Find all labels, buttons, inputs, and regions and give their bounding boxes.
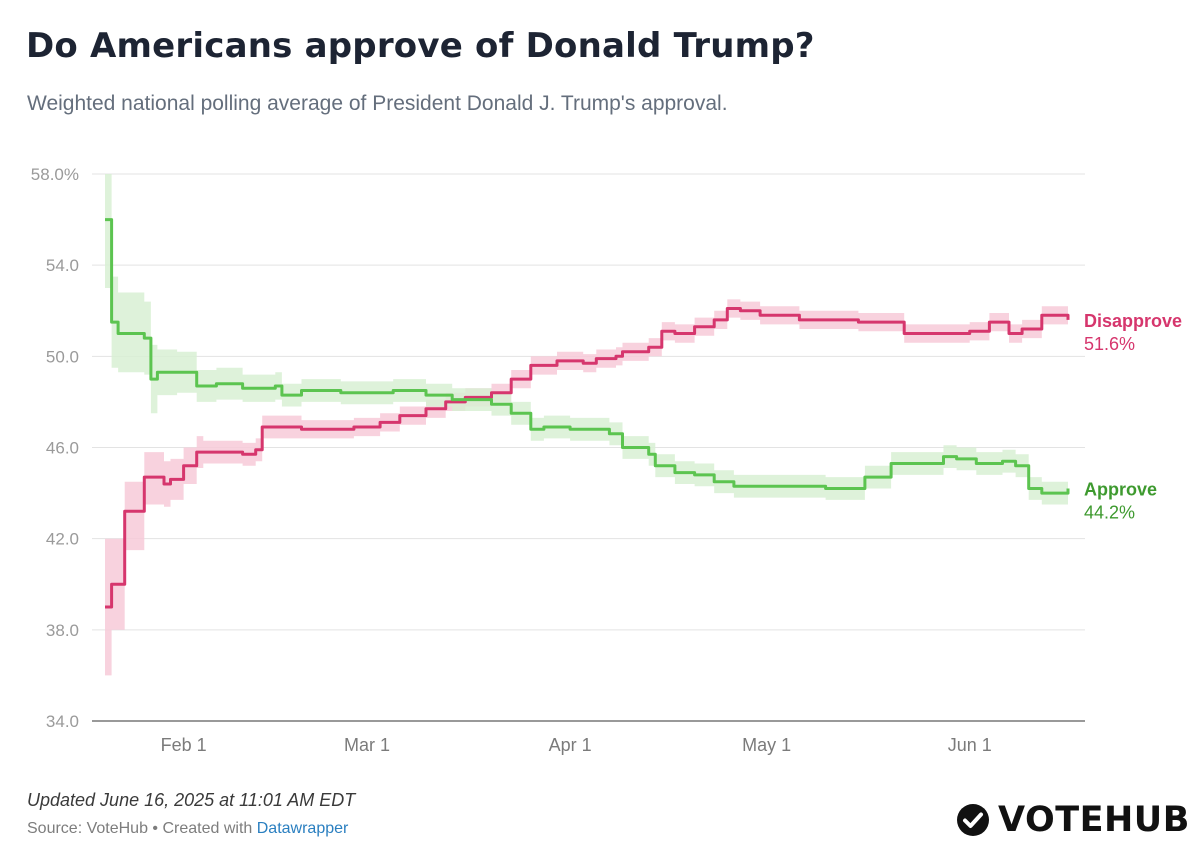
check-circle-icon [957,804,989,836]
y-tick-label: 42.0 [46,530,79,549]
approve-end-value: 44.2% [1084,503,1135,523]
approve-line [105,218,1070,495]
y-tick-label: 46.0 [46,439,79,458]
disapprove-line [105,307,1070,609]
confidence-bands [105,174,1068,676]
datawrapper-link[interactable]: Datawrapper [256,820,349,837]
x-tick-label: Mar 1 [344,735,390,755]
votehub-logo: VOTEHUB [956,800,1190,840]
brand-name: VOTEHUB [998,800,1190,840]
disapprove-band [105,299,1068,676]
disapprove-end-value: 51.6% [1084,334,1135,354]
chart-subtitle: Weighted national polling average of Pre… [27,92,728,115]
approve-series-label: Approve [1084,480,1157,500]
approve-band [105,174,1068,505]
axis-and-series-labels: 34.0 38.0 42.0 46.0 50.0 54.0 58.0% Feb 1 Mar 1 A… [31,165,1182,755]
series-lines [105,218,1070,609]
x-tick-label: Apr 1 [549,735,592,755]
updated-timestamp: Updated June 16, 2025 at 11:01 AM EDT [27,790,356,810]
y-tick-label: 34.0 [46,712,79,731]
source-prefix: Source: VoteHub • Created with [27,820,257,837]
y-tick-label: 54.0 [46,256,79,275]
y-tick-label: 50.0 [46,347,79,366]
x-tick-label: Jun 1 [948,735,992,755]
approval-line-chart: 34.0 38.0 42.0 46.0 50.0 54.0 58.0% Feb 1 Mar 1 A… [31,165,1182,755]
chart-title: Do Americans approve of Donald Trump? [26,26,815,66]
x-tick-label: May 1 [742,735,791,755]
x-tick-label: Feb 1 [161,735,207,755]
y-tick-label: 58.0% [31,165,79,184]
y-tick-label: 38.0 [46,621,79,640]
source-credit: Source: VoteHub • Created with Datawrapp… [27,820,348,838]
disapprove-series-label: Disapprove [1084,311,1182,331]
